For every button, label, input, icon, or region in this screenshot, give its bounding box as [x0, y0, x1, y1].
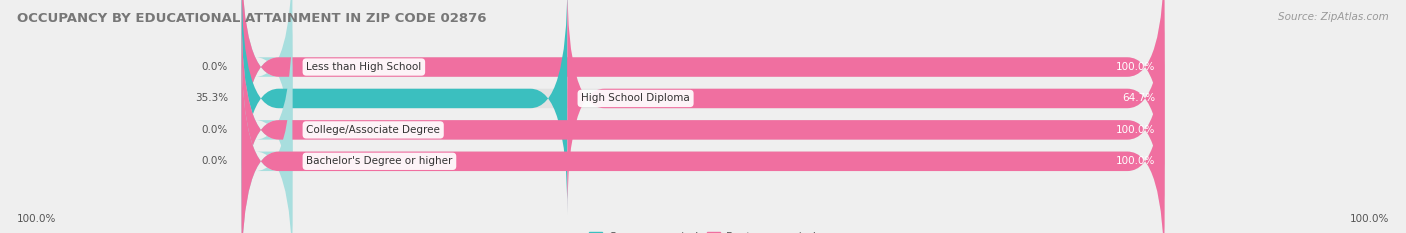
- Text: 100.0%: 100.0%: [1350, 214, 1389, 224]
- FancyBboxPatch shape: [242, 45, 1164, 233]
- Text: 0.0%: 0.0%: [201, 62, 228, 72]
- FancyBboxPatch shape: [242, 45, 1164, 233]
- Text: 100.0%: 100.0%: [1116, 125, 1156, 135]
- FancyBboxPatch shape: [242, 14, 1164, 233]
- Text: Less than High School: Less than High School: [307, 62, 422, 72]
- Text: High School Diploma: High School Diploma: [581, 93, 690, 103]
- FancyBboxPatch shape: [242, 0, 1164, 214]
- Text: 64.7%: 64.7%: [1122, 93, 1156, 103]
- FancyBboxPatch shape: [242, 14, 1164, 233]
- FancyBboxPatch shape: [242, 0, 1164, 183]
- Text: 35.3%: 35.3%: [194, 93, 228, 103]
- Text: 0.0%: 0.0%: [201, 156, 228, 166]
- Text: Source: ZipAtlas.com: Source: ZipAtlas.com: [1278, 12, 1389, 22]
- FancyBboxPatch shape: [568, 0, 1164, 214]
- FancyBboxPatch shape: [242, 14, 292, 233]
- Text: 100.0%: 100.0%: [17, 214, 56, 224]
- FancyBboxPatch shape: [242, 0, 292, 183]
- Legend: Owner-occupied, Renter-occupied: Owner-occupied, Renter-occupied: [585, 227, 821, 233]
- Text: 100.0%: 100.0%: [1116, 62, 1156, 72]
- Text: Bachelor's Degree or higher: Bachelor's Degree or higher: [307, 156, 453, 166]
- Text: 100.0%: 100.0%: [1116, 156, 1156, 166]
- FancyBboxPatch shape: [242, 0, 1164, 183]
- Text: 0.0%: 0.0%: [201, 125, 228, 135]
- FancyBboxPatch shape: [242, 45, 292, 233]
- Text: College/Associate Degree: College/Associate Degree: [307, 125, 440, 135]
- Text: OCCUPANCY BY EDUCATIONAL ATTAINMENT IN ZIP CODE 02876: OCCUPANCY BY EDUCATIONAL ATTAINMENT IN Z…: [17, 12, 486, 25]
- FancyBboxPatch shape: [242, 0, 568, 214]
